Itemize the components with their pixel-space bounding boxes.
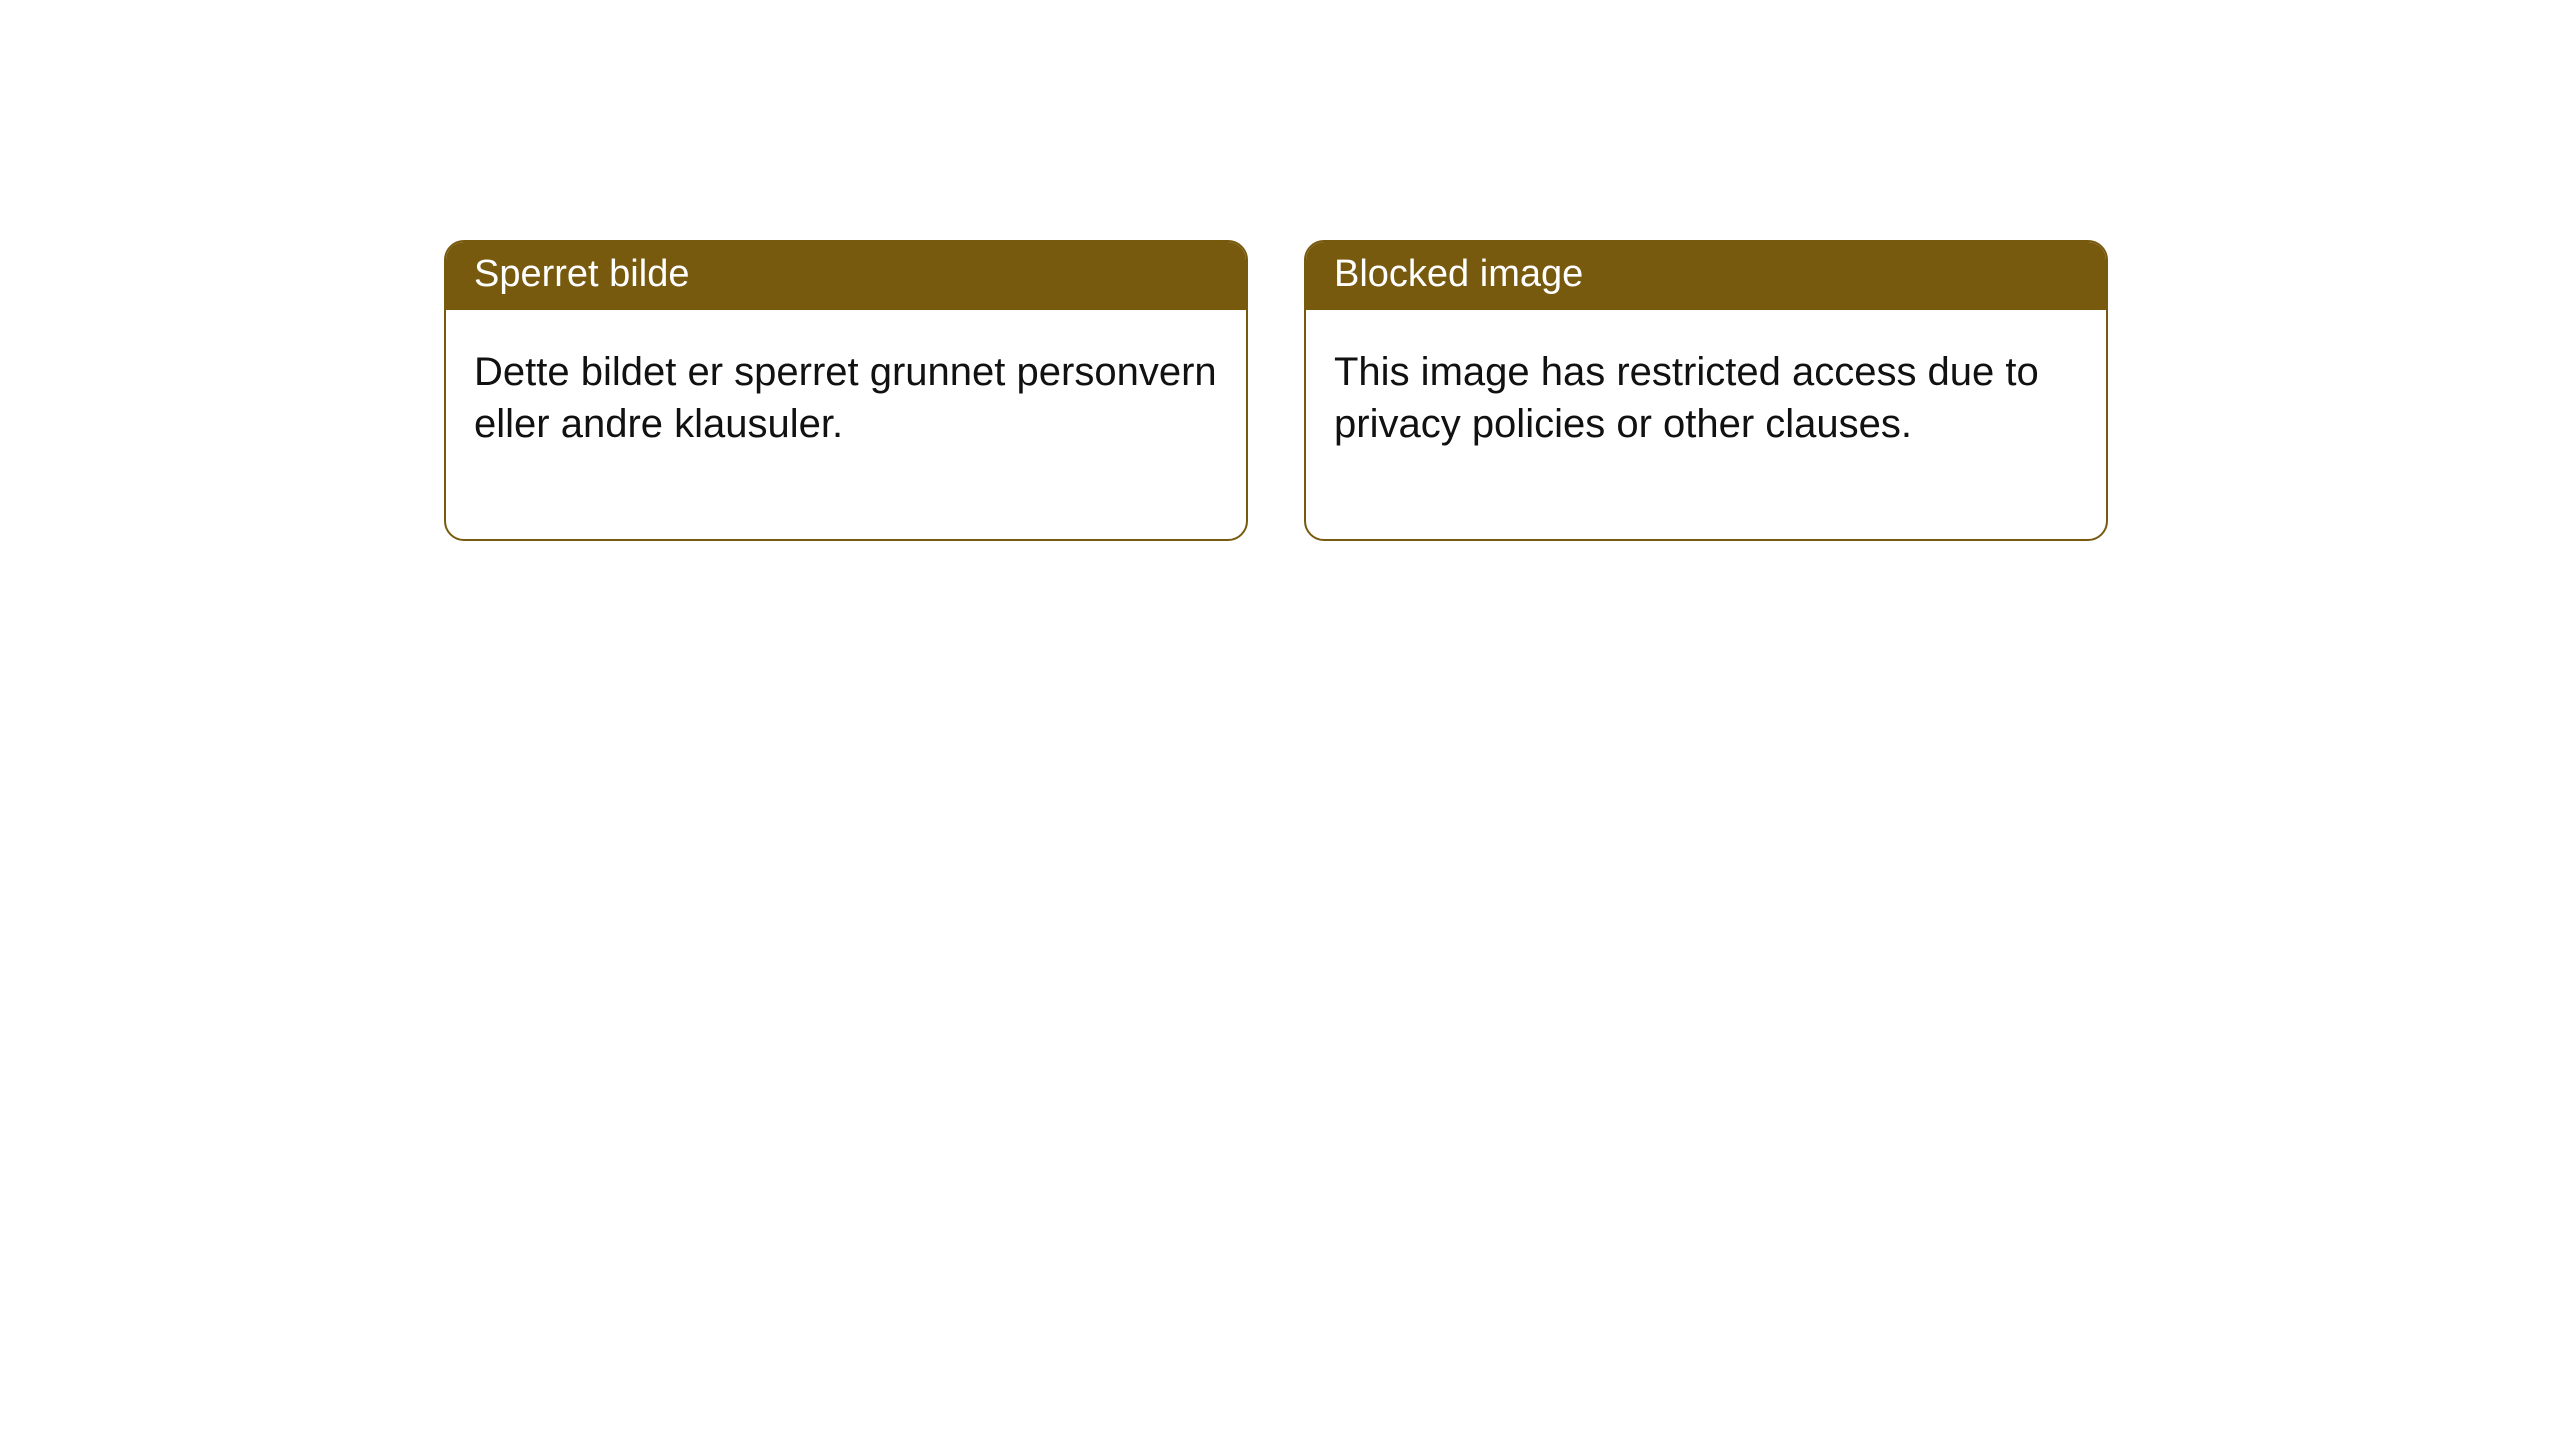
notice-body-norwegian: Dette bildet er sperret grunnet personve… <box>446 310 1246 540</box>
notice-card-english: Blocked image This image has restricted … <box>1304 240 2108 541</box>
notice-container: Sperret bilde Dette bildet er sperret gr… <box>444 240 2108 541</box>
notice-body-english: This image has restricted access due to … <box>1306 310 2106 540</box>
notice-card-norwegian: Sperret bilde Dette bildet er sperret gr… <box>444 240 1248 541</box>
notice-title-norwegian: Sperret bilde <box>446 242 1246 310</box>
notice-title-english: Blocked image <box>1306 242 2106 310</box>
